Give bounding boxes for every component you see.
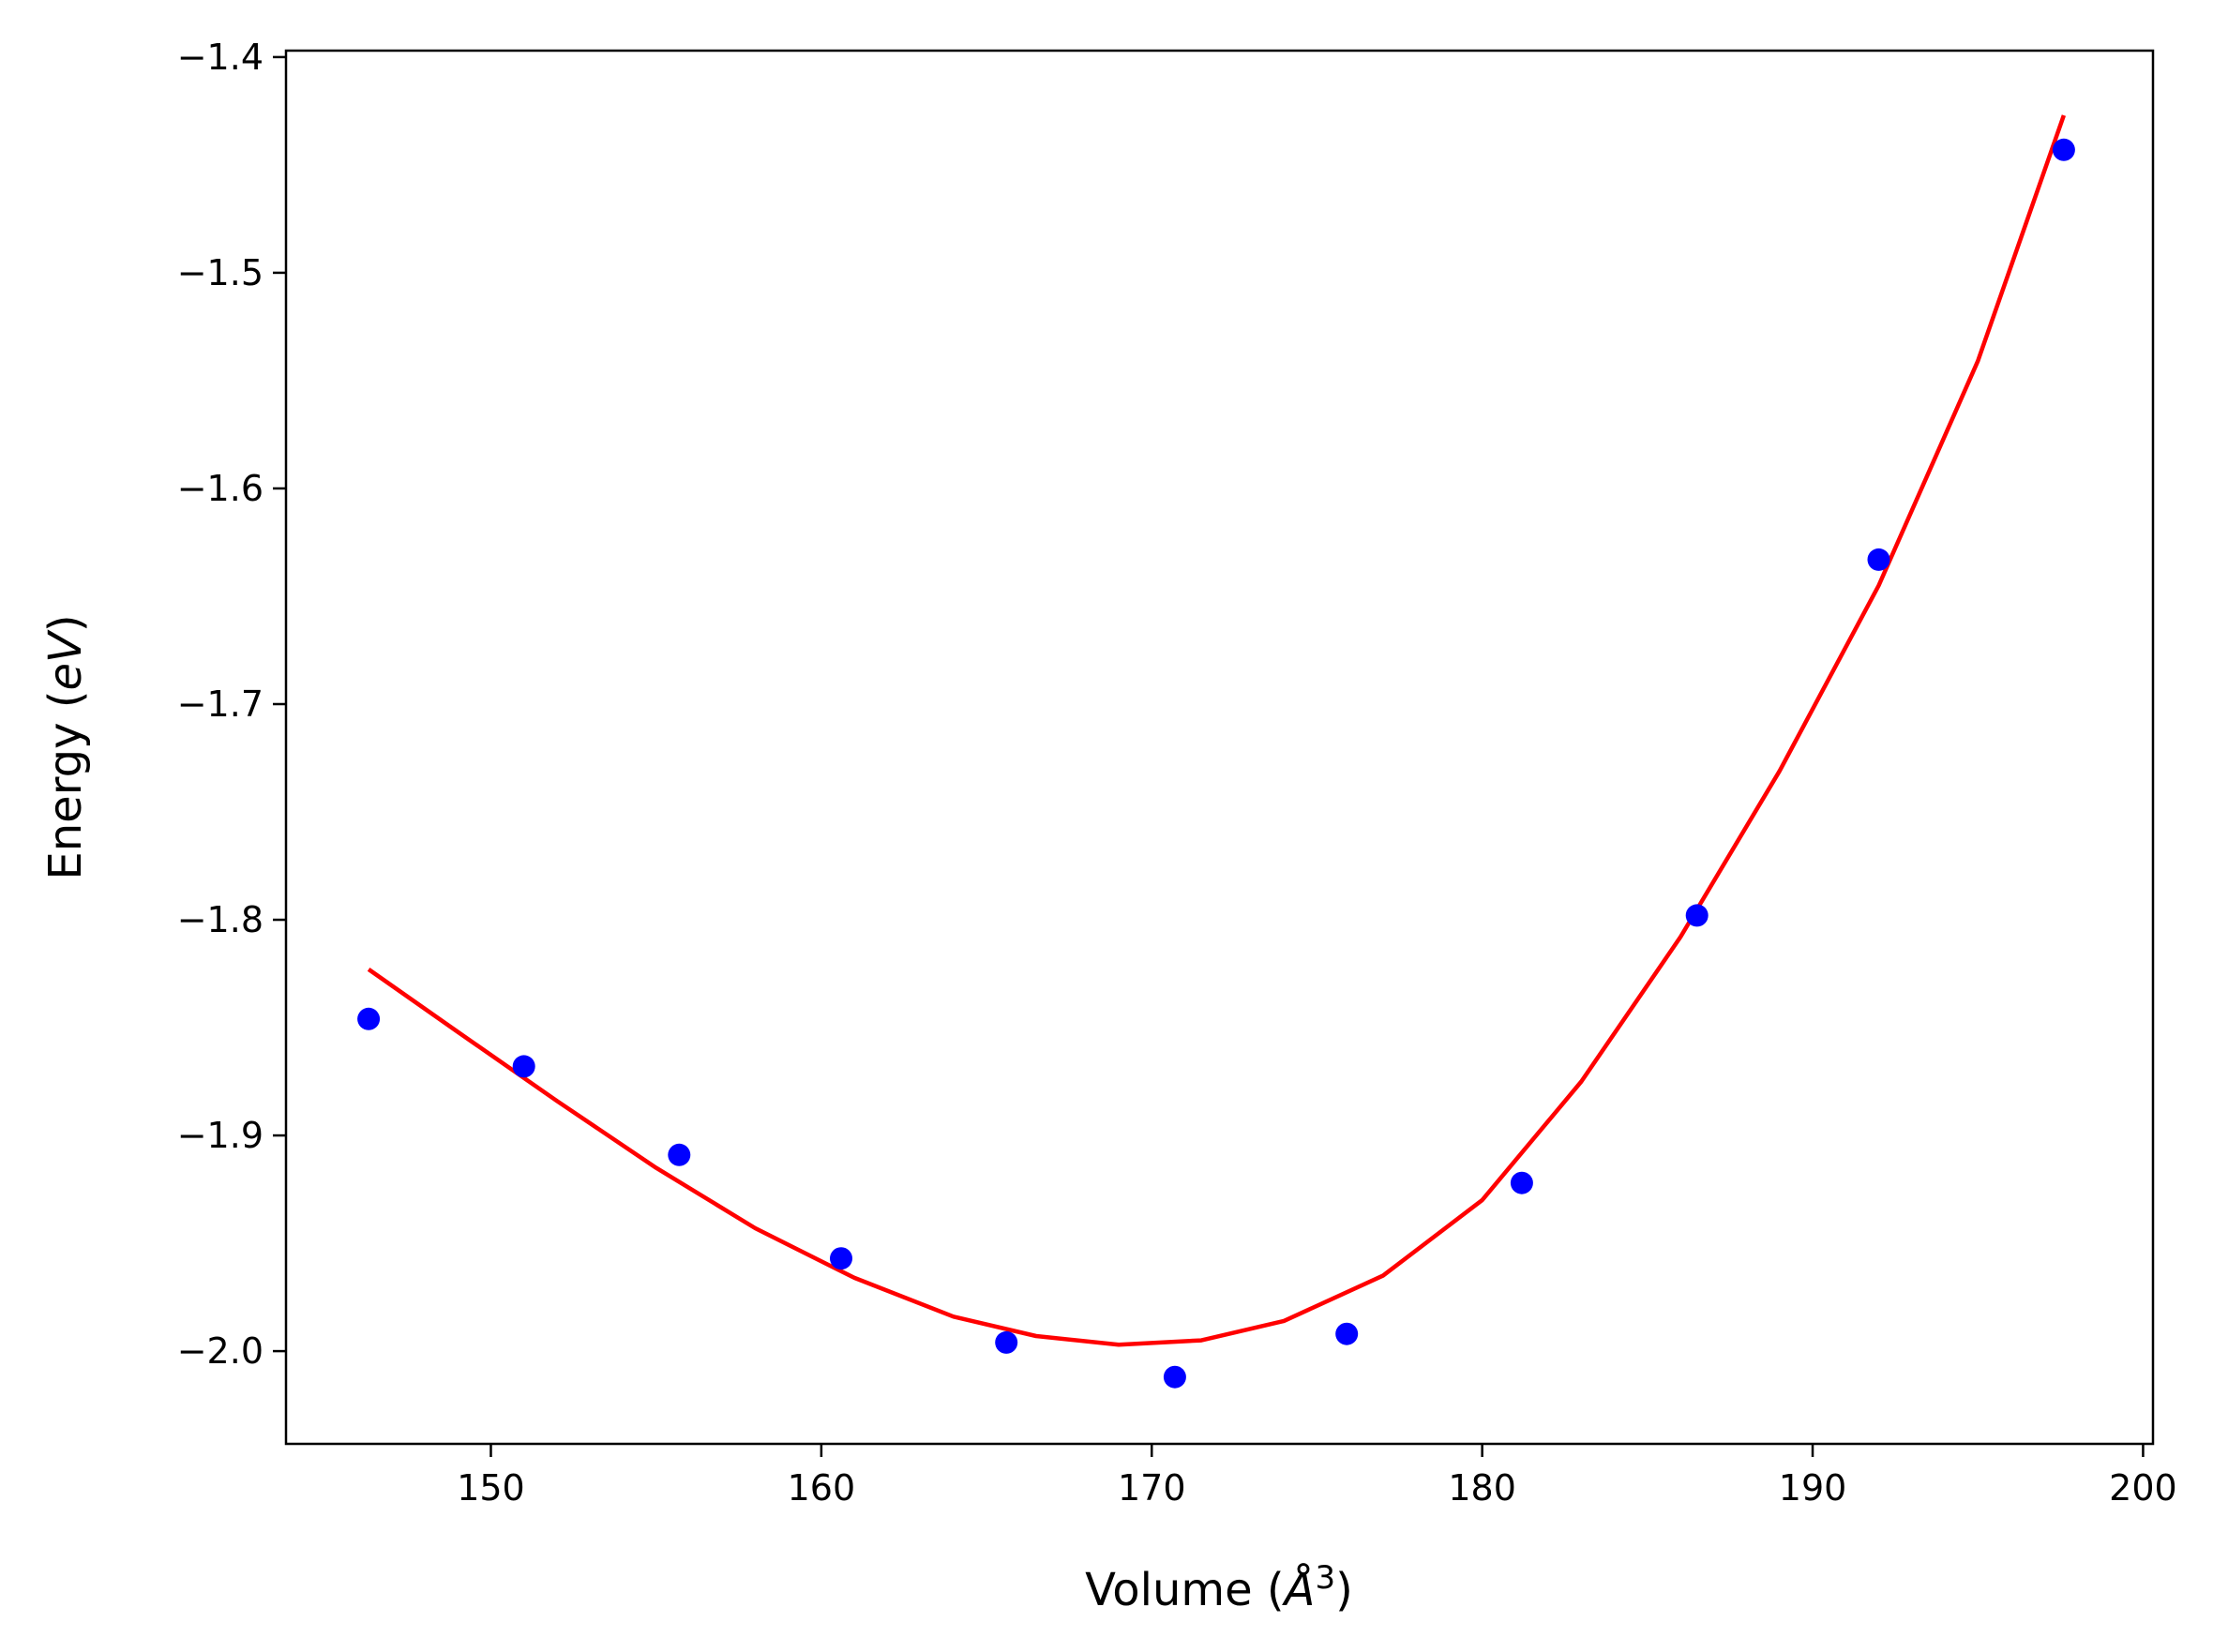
fit-curve bbox=[367, 114, 2067, 1347]
y-tick-label: −1.6 bbox=[177, 468, 263, 509]
x-tick-label: 150 bbox=[457, 1467, 525, 1509]
y-tick-label: −1.4 bbox=[177, 37, 263, 78]
x-tick-label: 180 bbox=[1448, 1467, 1516, 1509]
data-point bbox=[2052, 138, 2075, 161]
data-point bbox=[512, 1055, 535, 1078]
y-tick-label: −1.5 bbox=[177, 252, 263, 293]
y-tick-label: −1.8 bbox=[177, 899, 263, 940]
data-point bbox=[1867, 548, 1890, 571]
y-axis-ticks: −2.0 −1.9 −1.8 −1.7 −1.6 −1.5 −1.4 bbox=[177, 37, 286, 1372]
x-tick-label: 200 bbox=[2109, 1467, 2177, 1509]
data-point bbox=[1163, 1365, 1186, 1389]
x-axis-label: Volume (Å3) bbox=[1085, 1559, 1353, 1616]
x-tick-label: 160 bbox=[788, 1467, 856, 1509]
data-point bbox=[1685, 904, 1709, 927]
y-tick-label: −1.9 bbox=[177, 1115, 263, 1156]
x-tick-label: 190 bbox=[1779, 1467, 1847, 1509]
y-tick-label: −2.0 bbox=[177, 1330, 263, 1372]
data-point bbox=[995, 1330, 1018, 1354]
data-point bbox=[1510, 1171, 1533, 1194]
data-point bbox=[668, 1143, 691, 1166]
data-point bbox=[357, 1007, 381, 1030]
fit-curve-layer bbox=[367, 114, 2067, 1347]
data-point bbox=[830, 1247, 852, 1270]
plot-frame bbox=[284, 49, 2155, 1446]
y-axis-label: Energy (eV) bbox=[39, 614, 92, 879]
y-tick-label: −1.7 bbox=[177, 683, 263, 725]
x-tick-label: 170 bbox=[1118, 1467, 1186, 1509]
data-point bbox=[1335, 1322, 1359, 1345]
data-points-layer bbox=[357, 138, 2075, 1389]
x-axis-ticks: 150 160 170 180 190 200 bbox=[457, 1444, 2177, 1509]
